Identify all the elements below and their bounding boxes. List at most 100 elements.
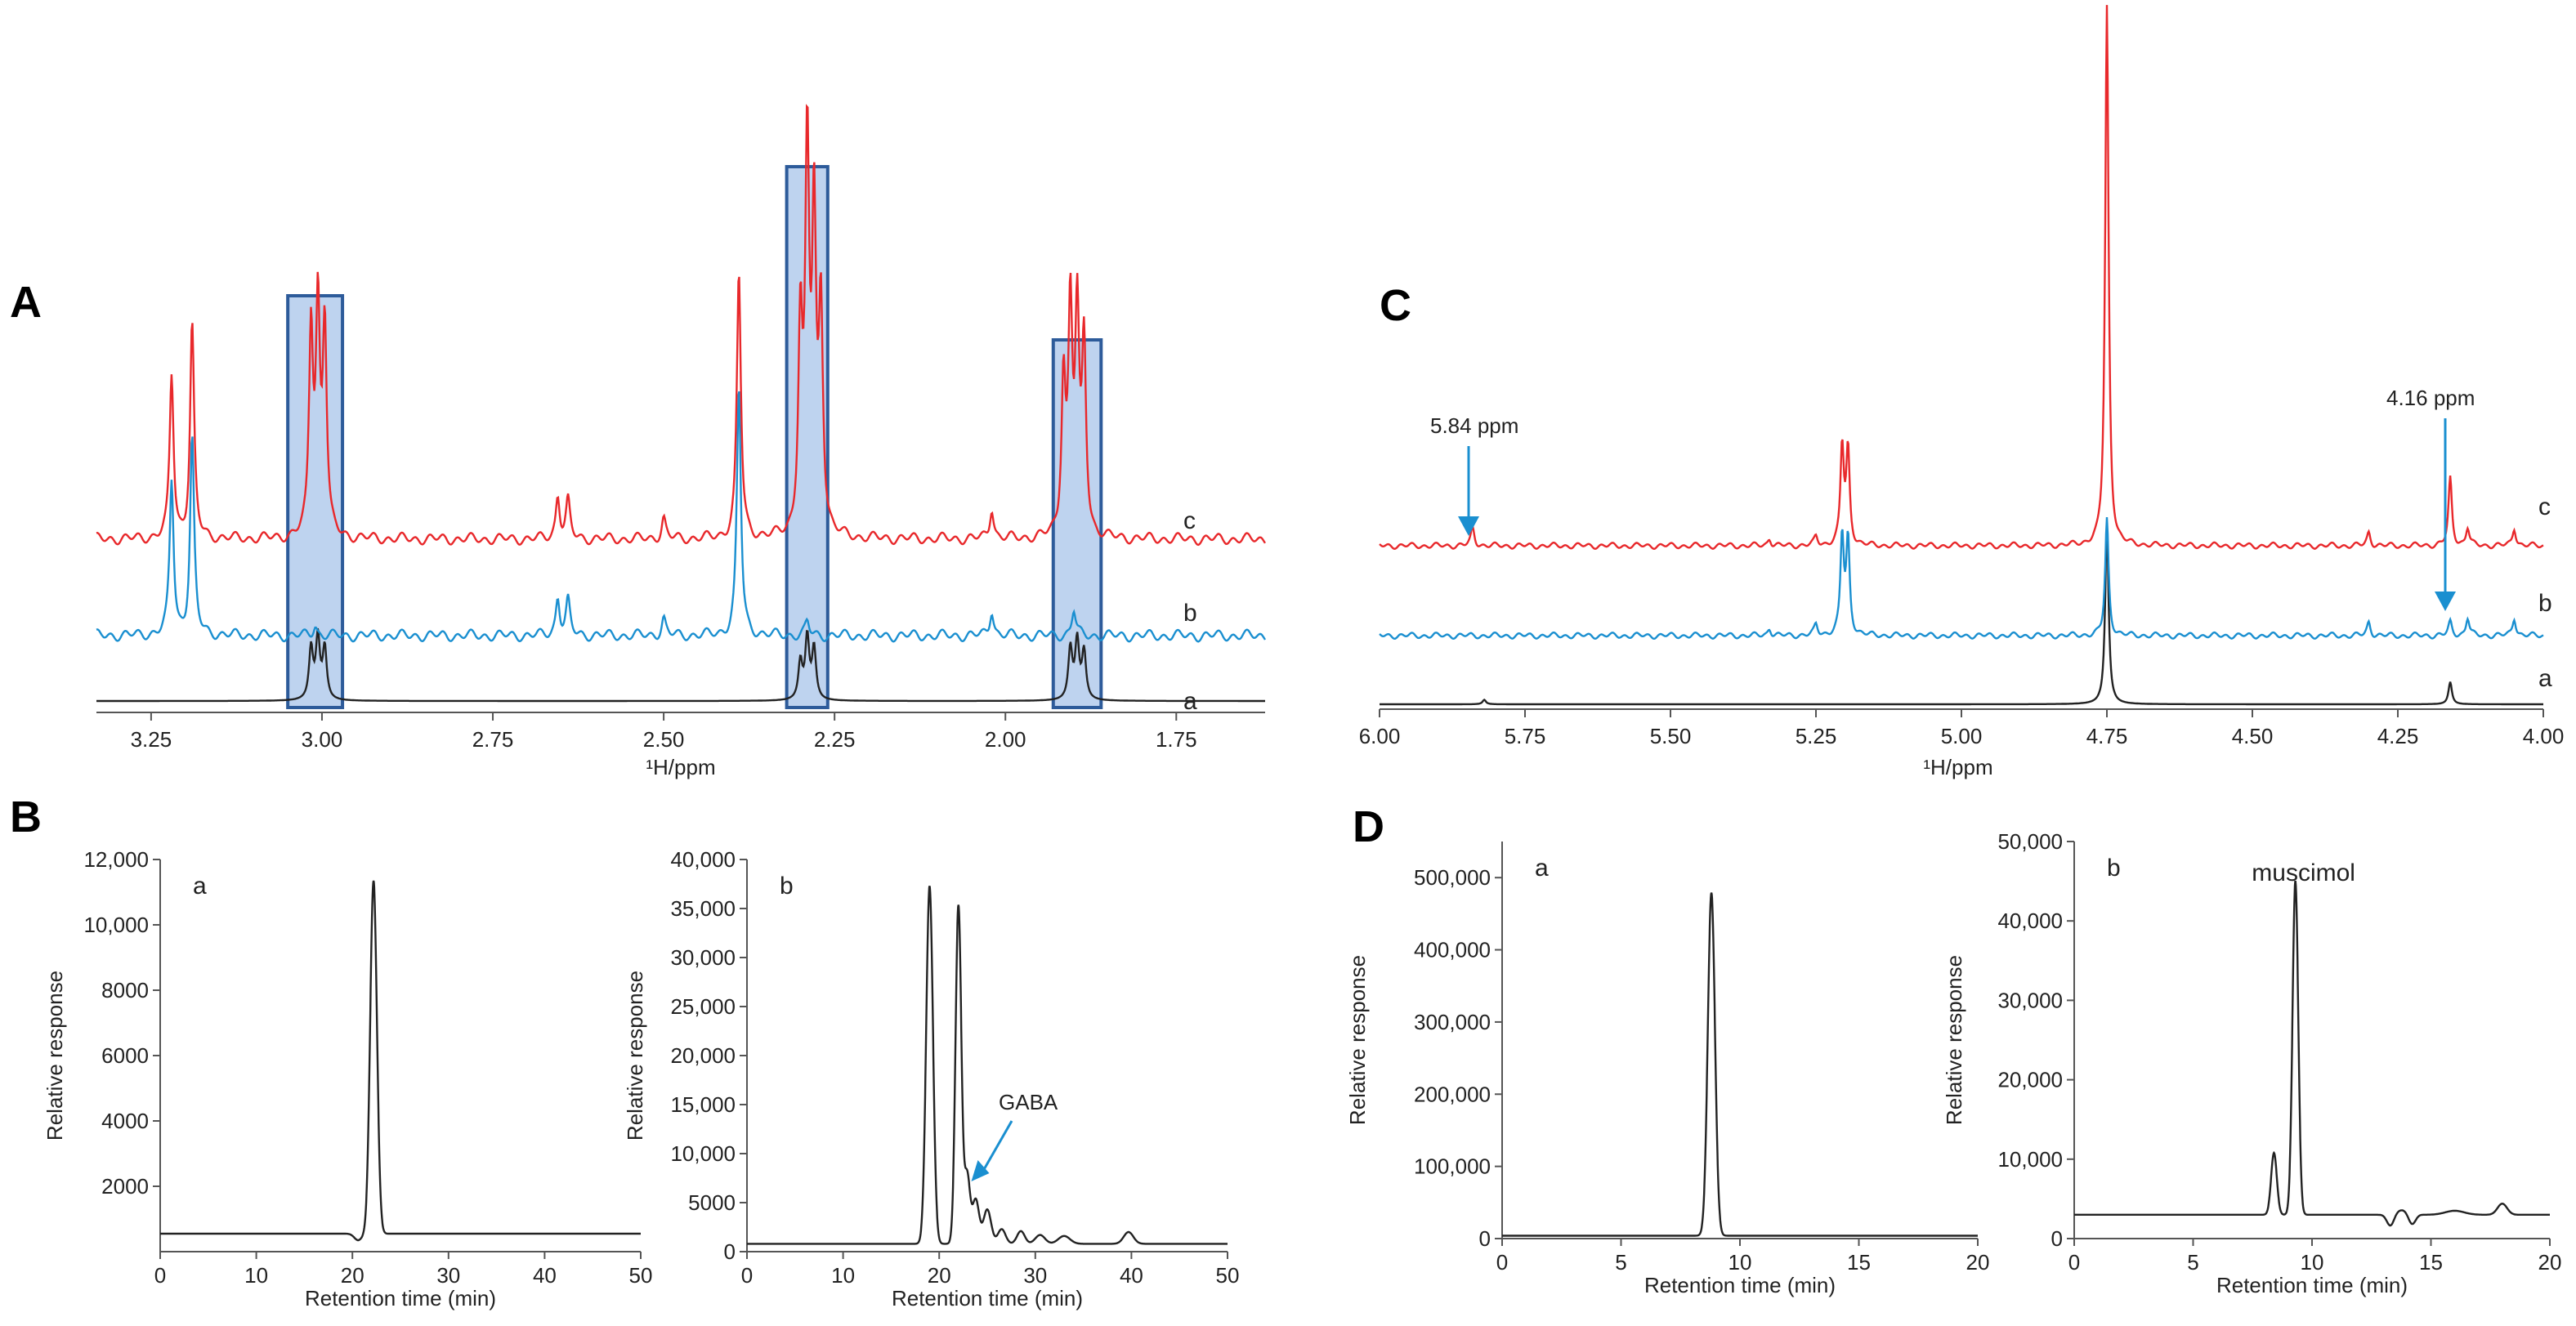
panel-c-x-tick-label-5.25: 5.25 xyxy=(1796,724,1837,748)
panel-b-a-y-tick-label-12,000: 12,000 xyxy=(83,847,149,872)
panel-b-a-y-tick-label-8000: 8000 xyxy=(101,978,149,1002)
panel-a-trace-b xyxy=(96,391,1267,643)
panel-b-a-x-tick-label-20: 20 xyxy=(341,1263,364,1288)
panel-a-x-tick-label-3.25: 3.25 xyxy=(131,727,172,752)
panel-b-a-y-axis-label: Relative response xyxy=(42,971,67,1141)
panel-b-b-x-tick-label-20: 20 xyxy=(928,1263,951,1288)
panel-c-trace-label-c: c xyxy=(2538,493,2551,520)
panel-b-b-x-tick-label-30: 30 xyxy=(1023,1263,1047,1288)
panel-label-b: B xyxy=(10,792,42,842)
panel-b-a-trace xyxy=(160,880,641,1242)
panel-d-a-x-axis-label: Retention time (min) xyxy=(1644,1273,1836,1297)
arrowhead-5-84-ppm xyxy=(1458,516,1479,536)
panel-d-a-y-tick-label-0: 0 xyxy=(1479,1226,1491,1251)
panel-b-b-x-tick-label-0: 0 xyxy=(741,1263,753,1288)
panel-d-b-y-tick-label-0: 0 xyxy=(2051,1226,2063,1251)
panel-b-a-x-tick-label-0: 0 xyxy=(154,1263,166,1288)
panel-d-b-y-tick-label-20,000: 20,000 xyxy=(1997,1068,2063,1092)
panel-b-b-x-tick-label-40: 40 xyxy=(1120,1263,1143,1288)
panel-label-d: D xyxy=(1353,802,1384,851)
panel-c-trace-b xyxy=(1379,517,2544,641)
panel-d-a-x-tick-label-10: 10 xyxy=(1729,1250,1752,1275)
panel-d-b-x-axis-label: Retention time (min) xyxy=(2216,1273,2408,1297)
panel-b-a-x-tick-label-40: 40 xyxy=(533,1263,557,1288)
panel-d-b-x-tick-label-5: 5 xyxy=(2187,1250,2198,1275)
panel-b-a-subplot-label: a xyxy=(193,873,207,900)
panel-d-b-x-tick-label-15: 15 xyxy=(2419,1250,2443,1275)
panel-b-a-y-tick-label-4000: 4000 xyxy=(101,1109,149,1133)
panel-a-x-tick-label-2.00: 2.00 xyxy=(985,727,1026,752)
panel-b-b-chromatogram: 0 10 20 30 40 50 0 5000 10,000 15,000 20,000 25,000… xyxy=(623,847,1239,1310)
arrowhead-4-16-ppm xyxy=(2435,592,2456,611)
panel-d-a-y-tick-label-100,000: 100,000 xyxy=(1414,1154,1491,1179)
panel-c-x-tick-label-4.25: 4.25 xyxy=(2377,724,2419,748)
panel-c-x-tick-label-4.50: 4.50 xyxy=(2232,724,2274,748)
panel-b-b-y-tick-label-35,000: 35,000 xyxy=(670,896,736,921)
panel-d-a-subplot-label: a xyxy=(1535,855,1549,882)
panel-a-trace-c xyxy=(96,104,1267,547)
panel-d-a-x-tick-label-5: 5 xyxy=(1615,1250,1626,1275)
panel-a-nmr: A 3.25 3.00 2.75 2.50 2.25 2.00 1.75 ¹H/ppm c … xyxy=(10,104,1267,779)
panel-c-trace-c xyxy=(1379,5,2544,551)
panel-d-b-subplot-label: b xyxy=(2107,855,2121,882)
panel-d-b-x-tick-label-0: 0 xyxy=(2068,1250,2080,1275)
panel-d-a-chromatogram: 0 5 10 15 20 0 100,000 200,000 300,000 400,000 500… xyxy=(1345,842,1989,1297)
panel-c-x-tick-label-4.00: 4.00 xyxy=(2523,724,2565,748)
panel-d-b-y-tick-label-10,000: 10,000 xyxy=(1997,1147,2063,1172)
panel-d-b-x-tick-label-20: 20 xyxy=(2538,1250,2562,1275)
panel-d-b-y-axis-label: Relative response xyxy=(1942,955,1966,1125)
panel-b-b-y-tick-label-40,000: 40,000 xyxy=(670,847,736,872)
arrowhead-gaba xyxy=(971,1160,990,1181)
panel-d-a-y-axis-label: Relative response xyxy=(1345,955,1370,1125)
panel-a-trace-label-b: b xyxy=(1183,600,1197,627)
panel-c-x-tick-label-5.00: 5.00 xyxy=(1941,724,1983,748)
panel-d-a-y-tick-label-200,000: 200,000 xyxy=(1414,1082,1491,1106)
panel-a-trace-a xyxy=(96,627,1265,703)
panel-b-b-x-tick-label-10: 10 xyxy=(831,1263,855,1288)
panel-c-x-tick-label-5.75: 5.75 xyxy=(1505,724,1546,748)
panel-b-b-trace xyxy=(747,886,1228,1245)
panel-b-b-y-tick-label-10,000: 10,000 xyxy=(670,1141,736,1166)
panel-d-a-y-tick-label-300,000: 300,000 xyxy=(1414,1010,1491,1034)
panel-b-b-subplot-label: b xyxy=(780,873,794,900)
panel-b-b-x-axis-label: Retention time (min) xyxy=(892,1286,1083,1310)
panel-a-x-tick-label-2.25: 2.25 xyxy=(814,727,856,752)
panel-b-a-y-tick-label-6000: 6000 xyxy=(101,1043,149,1068)
panel-b-a-x-axis-label: Retention time (min) xyxy=(305,1286,496,1310)
panel-a-x-tick-label-2.50: 2.50 xyxy=(643,727,685,752)
panel-d-b-y-tick-label-40,000: 40,000 xyxy=(1997,909,2063,933)
panel-b-b-y-tick-label-5000: 5000 xyxy=(688,1190,736,1215)
panel-b-b-y-axis-label: Relative response xyxy=(623,971,647,1141)
panel-b-b-y-tick-label-0: 0 xyxy=(724,1239,736,1264)
panel-a-x-tick-label-2.75: 2.75 xyxy=(472,727,514,752)
annotation-muscimol: muscimol xyxy=(2252,859,2355,886)
panel-b-a-y-tick-label-2000: 2000 xyxy=(101,1174,149,1199)
annotation-4-16-ppm: 4.16 ppm xyxy=(2386,386,2475,410)
panel-label-a: A xyxy=(10,278,42,327)
panel-d-a-x-tick-label-0: 0 xyxy=(1496,1250,1508,1275)
panel-b-b-y-tick-label-15,000: 15,000 xyxy=(670,1092,736,1117)
panel-d-a-trace xyxy=(1502,892,1978,1237)
panel-c-x-tick-label-6.00: 6.00 xyxy=(1359,724,1401,748)
panel-c-trace-label-b: b xyxy=(2538,590,2552,617)
panel-d-b-y-tick-label-30,000: 30,000 xyxy=(1997,988,2063,1012)
panel-c-trace-a xyxy=(1380,524,2543,706)
arrow-gaba xyxy=(982,1120,1013,1172)
panel-a-trace-label-c: c xyxy=(1183,507,1196,534)
panel-c-x-axis-label: ¹H/ppm xyxy=(1923,755,1992,779)
panel-a-x-axis-label: ¹H/ppm xyxy=(646,755,715,779)
panel-a-x-tick-label-3.00: 3.00 xyxy=(302,727,343,752)
panel-b-a-x-tick-label-10: 10 xyxy=(244,1263,268,1288)
panel-a-highlight-box-2 xyxy=(785,165,830,709)
panel-b-a-x-tick-label-30: 30 xyxy=(436,1263,460,1288)
panel-a-x-tick-label-1.75: 1.75 xyxy=(1156,727,1197,752)
panel-d-b-x-tick-label-10: 10 xyxy=(2301,1250,2324,1275)
panel-d-a-x-tick-label-15: 15 xyxy=(1847,1250,1871,1275)
panel-b-a-y-tick-label-10,000: 10,000 xyxy=(83,913,149,937)
panel-b-a-x-tick-label-50: 50 xyxy=(629,1263,653,1288)
panel-b-b-x-tick-label-50: 50 xyxy=(1216,1263,1240,1288)
panel-d-a-y-tick-label-500,000: 500,000 xyxy=(1414,865,1491,890)
panel-c-x-tick-label-5.50: 5.50 xyxy=(1650,724,1692,748)
panel-d-b-trace xyxy=(2074,881,2550,1227)
